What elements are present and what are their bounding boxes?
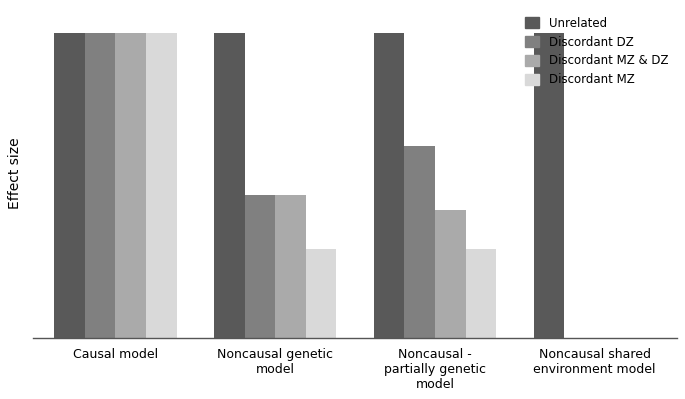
Bar xyxy=(115,33,146,338)
Bar xyxy=(245,194,275,338)
Bar xyxy=(275,194,306,338)
Bar xyxy=(54,33,85,338)
Y-axis label: Effect size: Effect size xyxy=(8,137,23,209)
Bar xyxy=(404,146,435,338)
Bar xyxy=(466,249,496,338)
Bar xyxy=(435,210,466,338)
Bar xyxy=(146,33,177,338)
Bar xyxy=(374,33,404,338)
Legend: Unrelated, Discordant DZ, Discordant MZ & DZ, Discordant MZ: Unrelated, Discordant DZ, Discordant MZ … xyxy=(521,12,673,91)
Bar xyxy=(214,33,245,338)
Bar xyxy=(306,249,336,338)
Bar xyxy=(534,33,564,338)
Bar xyxy=(85,33,115,338)
